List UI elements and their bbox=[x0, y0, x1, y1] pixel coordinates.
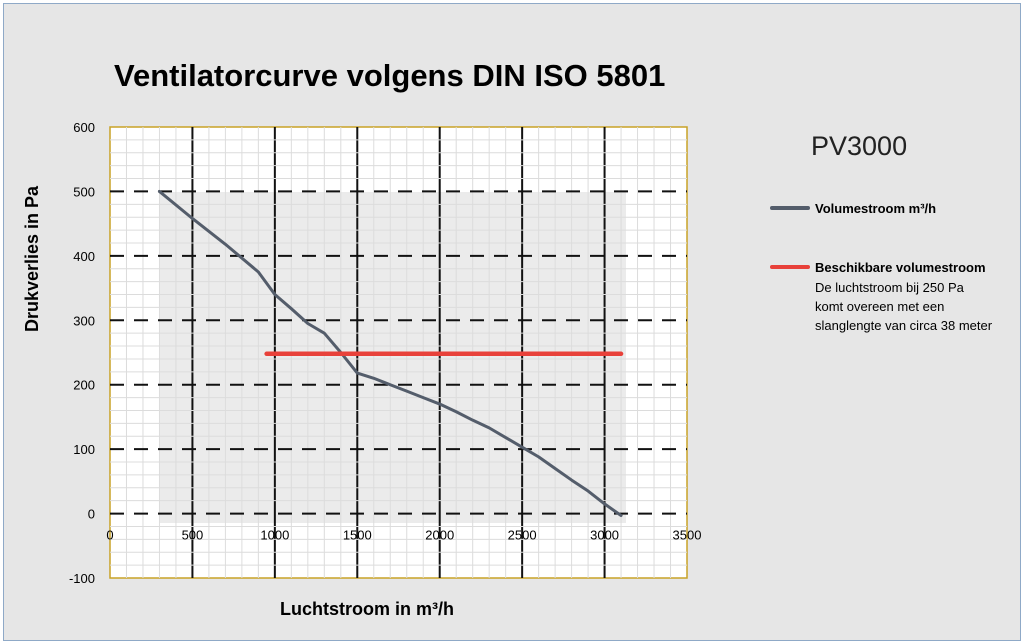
x-tick-label: 2000 bbox=[425, 528, 454, 543]
x-tick-label: 1500 bbox=[343, 528, 372, 543]
x-tick-label: 1000 bbox=[260, 528, 289, 543]
x-tick-label: 0 bbox=[106, 528, 113, 543]
y-tick-label: 400 bbox=[73, 249, 95, 264]
legend: Volumestroom m³/h Beschikbare volumestro… bbox=[770, 201, 993, 333]
annotation-line-1: De luchtstroom bij 250 Pa bbox=[815, 280, 965, 295]
y-tick-label: 600 bbox=[73, 120, 95, 135]
y-axis-title: Drukverlies in Pa bbox=[22, 185, 42, 332]
model-name: PV3000 bbox=[811, 131, 907, 161]
y-tick-label: 200 bbox=[73, 378, 95, 393]
x-tick-label: 500 bbox=[182, 528, 204, 543]
series-layer bbox=[157, 189, 624, 518]
y-tick-label: 500 bbox=[73, 184, 95, 199]
chart-frame: Ventilatorcurve volgens DIN ISO 5801 -10… bbox=[3, 3, 1021, 641]
annotation-line-3: slanglengte van circa 38 meter bbox=[815, 318, 993, 333]
y-tick-label: 300 bbox=[73, 313, 95, 328]
x-tick-label: 3500 bbox=[673, 528, 702, 543]
inner-plot-fill bbox=[159, 192, 626, 523]
y-tick-labels: -100 0 100 200 300 400 500 600 bbox=[69, 120, 95, 586]
plot-area bbox=[109, 126, 688, 579]
annotation-line-2: komt overeen met een bbox=[815, 299, 944, 314]
x-tick-labels: 0 500 1000 1500 2000 2500 3000 3500 bbox=[106, 528, 701, 543]
y-tick-label: -100 bbox=[69, 571, 95, 586]
legend-label-volumestroom: Volumestroom m³/h bbox=[815, 201, 936, 216]
chart-title: Ventilatorcurve volgens DIN ISO 5801 bbox=[114, 58, 665, 93]
x-axis-title: Luchtstroom in m³/h bbox=[280, 599, 454, 619]
y-tick-label: 100 bbox=[73, 442, 95, 457]
fan-curve-chart: Ventilatorcurve volgens DIN ISO 5801 -10… bbox=[22, 58, 993, 619]
legend-label-beschikbare: Beschikbare volumestroom bbox=[815, 260, 986, 275]
series-line-0 bbox=[157, 189, 623, 518]
x-tick-label: 2500 bbox=[508, 528, 537, 543]
y-tick-label: 0 bbox=[88, 507, 95, 522]
x-tick-label: 3000 bbox=[590, 528, 619, 543]
